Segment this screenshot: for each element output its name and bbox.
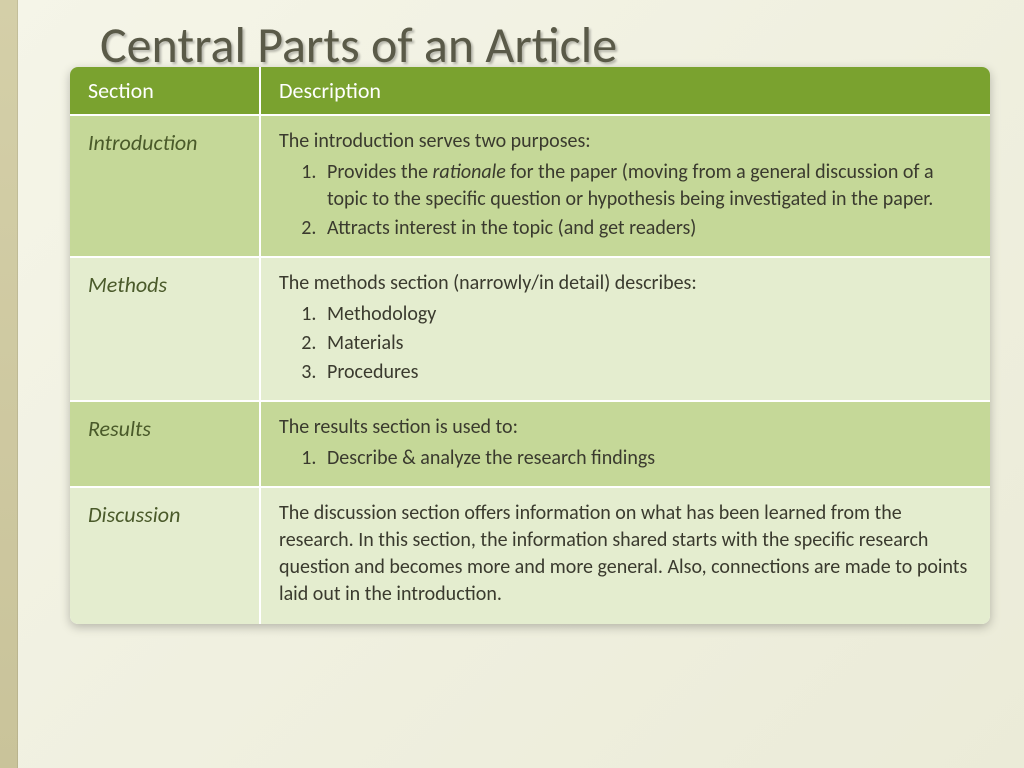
table-row: Results The results section is used to: … [70, 401, 990, 487]
table-row: Introduction The introduction serves two… [70, 115, 990, 257]
list-item: Describe & analyze the research findings [321, 445, 972, 472]
li-em: rationale [433, 160, 506, 184]
article-parts-table: Section Description Introduction The int… [70, 67, 990, 624]
section-cell-methods: Methods [70, 257, 260, 401]
list-item: Attracts interest in the topic (and get … [321, 215, 972, 242]
section-cell-discussion: Discussion [70, 487, 260, 624]
intro-text: The discussion section offers informatio… [279, 500, 972, 608]
slide-title: Central Parts of an Article [70, 20, 984, 73]
list-item: Methodology [321, 301, 972, 328]
intro-text: The methods section (narrowly/in detail)… [279, 270, 972, 297]
table-row: Discussion The discussion section offers… [70, 487, 990, 624]
description-cell-discussion: The discussion section offers informatio… [260, 487, 990, 624]
description-cell-methods: The methods section (narrowly/in detail)… [260, 257, 990, 401]
li-pre: Provides the [327, 160, 433, 184]
section-cell-introduction: Introduction [70, 115, 260, 257]
intro-text: The results section is used to: [279, 414, 972, 441]
description-cell-introduction: The introduction serves two purposes: Pr… [260, 115, 990, 257]
table-row: Methods The methods section (narrowly/in… [70, 257, 990, 401]
list-item: Procedures [321, 359, 972, 386]
description-cell-results: The results section is used to: Describe… [260, 401, 990, 487]
section-cell-results: Results [70, 401, 260, 487]
results-list: Describe & analyze the research findings [279, 445, 972, 472]
list-item: Provides the rationale for the paper (mo… [321, 159, 972, 213]
li-pre: Attracts interest in the topic (and get … [327, 216, 696, 240]
intro-text: The introduction serves two purposes: [279, 128, 972, 155]
intro-list: Provides the rationale for the paper (mo… [279, 159, 972, 242]
methods-list: Methodology Materials Procedures [279, 301, 972, 386]
article-parts-table-container: Section Description Introduction The int… [70, 67, 990, 624]
slide-container: { "title": "Central Parts of an Article"… [0, 0, 1024, 768]
list-item: Materials [321, 330, 972, 357]
